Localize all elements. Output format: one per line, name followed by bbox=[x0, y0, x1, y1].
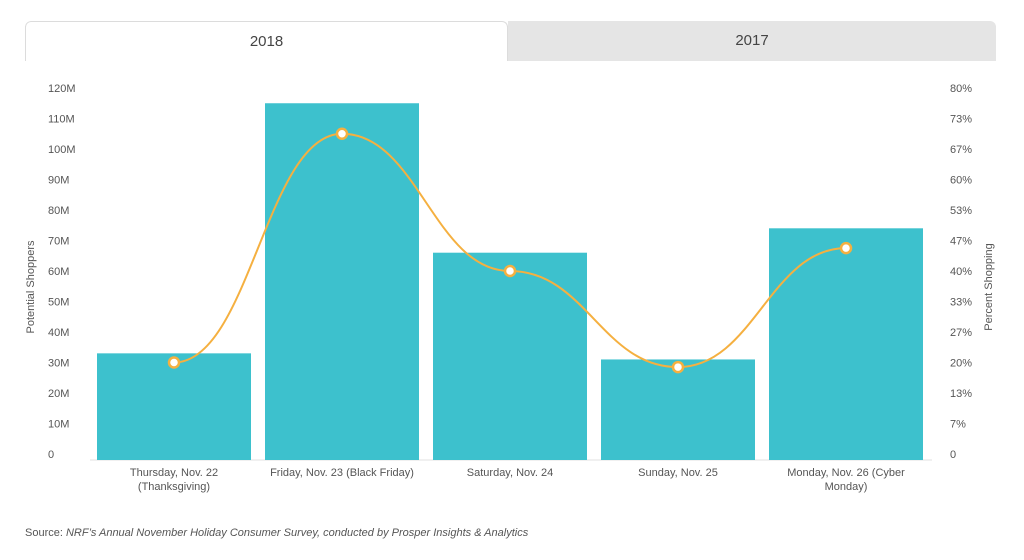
y2-tick-label: 33% bbox=[950, 297, 972, 309]
line-point bbox=[503, 264, 517, 278]
y2-tick-label: 27% bbox=[950, 327, 972, 339]
line-point bbox=[839, 241, 853, 255]
x-tick-label: Monday, Nov. 26 (Cyber bbox=[787, 467, 905, 479]
y-tick-label: 40M bbox=[48, 327, 69, 339]
y-tick-label: 50M bbox=[48, 297, 69, 309]
source-label: Source: bbox=[25, 527, 63, 539]
line-point bbox=[671, 360, 685, 374]
bar bbox=[265, 103, 419, 460]
y-tick-label: 110M bbox=[48, 114, 75, 126]
x-tick-label: Thursday, Nov. 22 bbox=[130, 467, 218, 479]
tab-2017[interactable]: 2017 bbox=[508, 21, 996, 61]
line-point bbox=[335, 127, 349, 140]
x-tick-label: (Thanksgiving) bbox=[138, 481, 210, 493]
x-tick-label: Saturday, Nov. 24 bbox=[467, 467, 553, 479]
percent-line bbox=[173, 132, 847, 369]
source-note: Source: NRF’s Annual November Holiday Co… bbox=[25, 527, 528, 539]
y-tick-label: 70M bbox=[48, 236, 69, 248]
line-point bbox=[167, 356, 181, 369]
y2-tick-label: 13% bbox=[950, 388, 972, 400]
y-tick-label: 80M bbox=[48, 205, 69, 217]
y-tick-label: 100M bbox=[48, 144, 76, 156]
bar bbox=[601, 359, 755, 460]
tab-2018[interactable]: 2018 bbox=[25, 21, 508, 61]
y-tick-label: 120M bbox=[48, 83, 76, 95]
x-tick-label: Friday, Nov. 23 (Black Friday) bbox=[270, 467, 414, 479]
bar bbox=[97, 353, 251, 460]
y2-tick-label: 73% bbox=[950, 114, 972, 126]
y-tick-label: 60M bbox=[48, 266, 69, 278]
y2-axis-label: Percent Shopping bbox=[983, 243, 995, 330]
y2-tick-label: 53% bbox=[950, 205, 972, 217]
y-tick-label: 30M bbox=[48, 358, 69, 370]
bar bbox=[433, 252, 587, 460]
y-tick-label: 10M bbox=[48, 419, 69, 431]
y-axis-label: Potential Shoppers bbox=[25, 240, 37, 333]
y-tick-label: 90M bbox=[48, 175, 69, 187]
y2-tick-label: 47% bbox=[950, 236, 972, 248]
y2-tick-label: 40% bbox=[950, 266, 972, 278]
y-tick-label: 20M bbox=[48, 388, 69, 400]
y2-tick-label: 80% bbox=[950, 83, 972, 95]
y-tick-label: 0 bbox=[48, 449, 54, 461]
x-tick-label: Sunday, Nov. 25 bbox=[638, 467, 718, 479]
source-text: NRF’s Annual November Holiday Consumer S… bbox=[65, 527, 529, 539]
y2-tick-label: 20% bbox=[950, 358, 972, 370]
y2-tick-label: 7% bbox=[950, 419, 966, 431]
bar bbox=[769, 228, 923, 460]
x-tick-label: Monday) bbox=[825, 481, 868, 493]
y2-tick-label: 60% bbox=[950, 175, 972, 187]
y2-tick-label: 67% bbox=[950, 144, 972, 156]
y2-tick-label: 0 bbox=[950, 449, 956, 461]
year-tabs: 2018 2017 bbox=[25, 21, 996, 61]
